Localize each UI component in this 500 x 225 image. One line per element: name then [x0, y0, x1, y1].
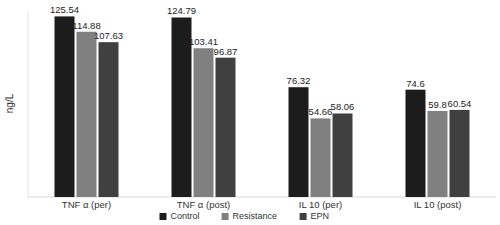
- bar: [428, 111, 448, 197]
- legend-swatch: [222, 213, 229, 220]
- bar: [311, 118, 331, 197]
- bar: [216, 58, 236, 197]
- data-label: 114.88: [72, 20, 100, 31]
- data-label: 60.54: [448, 98, 472, 109]
- data-label: 107.63: [94, 30, 123, 41]
- bar: [194, 48, 214, 197]
- data-label: 59.8: [428, 99, 447, 110]
- legend-label: EPN: [311, 211, 330, 221]
- data-label: 124.79: [167, 5, 196, 16]
- x-tick-label: TNF α (post): [177, 199, 231, 210]
- bar: [99, 42, 119, 197]
- data-label: 54.66: [309, 106, 333, 117]
- y-axis-line: [28, 10, 29, 197]
- data-label: 96.87: [214, 46, 238, 57]
- bars: [55, 16, 470, 197]
- bar: [333, 113, 353, 197]
- bar: [406, 90, 426, 197]
- data-labels: 125.54114.88107.63124.79103.4196.8776.32…: [50, 4, 471, 117]
- bar: [77, 32, 97, 197]
- x-axis-line: [28, 197, 496, 198]
- data-label: 58.06: [331, 101, 355, 112]
- legend-swatch: [300, 213, 307, 220]
- x-tick-label: TNF α (per): [62, 199, 111, 210]
- legend-swatch: [160, 213, 167, 220]
- data-label: 76.32: [287, 75, 311, 86]
- y-axis-title: ng/L: [4, 93, 15, 113]
- bar: [450, 110, 470, 197]
- chart: ng/L125.54114.88107.63124.79103.4196.877…: [0, 0, 500, 225]
- x-tick-label: IL 10 (post): [414, 199, 462, 210]
- x-tick-label: IL 10 (per): [299, 199, 342, 210]
- bar: [289, 87, 309, 197]
- bar: [55, 16, 75, 197]
- data-label: 74.6: [406, 78, 425, 89]
- data-label: 125.54: [50, 4, 79, 15]
- legend-label: Resistance: [233, 211, 278, 221]
- legend: Control Resistance EPN: [160, 211, 330, 221]
- legend-label: Control: [171, 211, 200, 221]
